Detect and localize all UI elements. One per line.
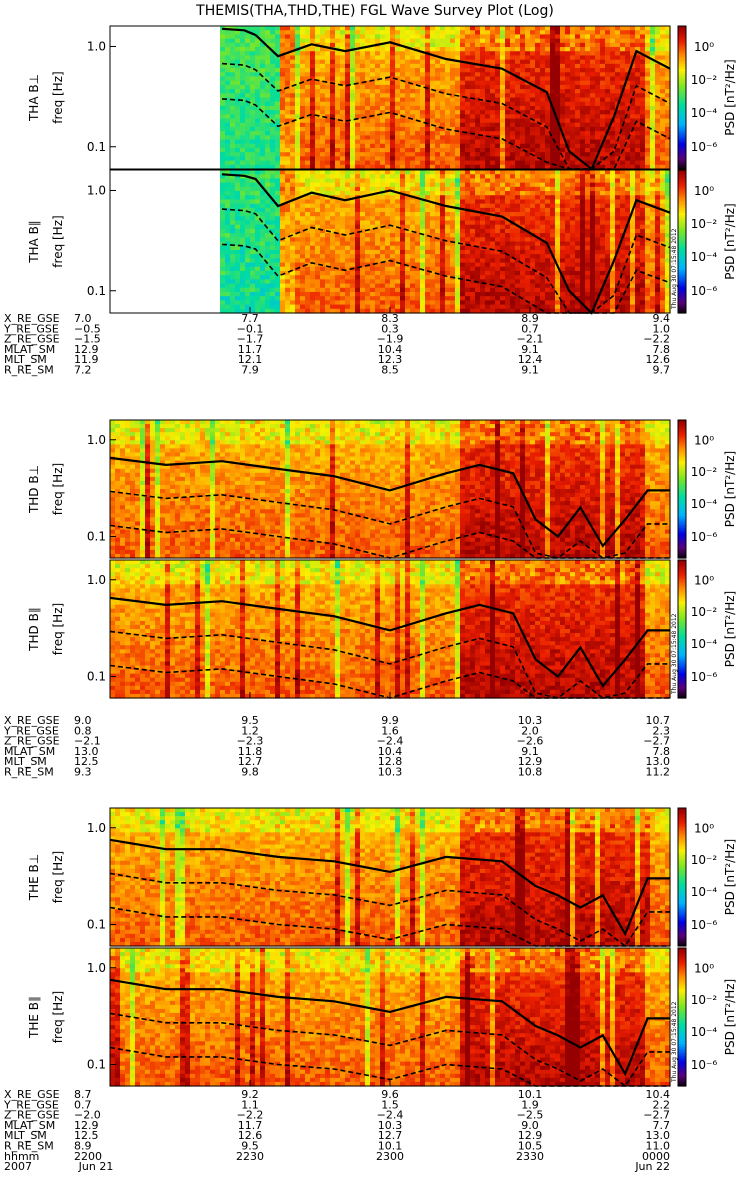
date-year: 2007 xyxy=(4,1160,32,1173)
colorbar-tick-label: 10⁻⁶ xyxy=(691,284,718,298)
colorbar-tick-label: 10⁰ xyxy=(694,573,714,587)
ephemeris-label: R_RE_SM xyxy=(4,364,54,377)
colorbar: 10⁰ 10⁻² 10⁻⁴ 10⁻⁶ PSD [nT²/Hz] xyxy=(678,26,737,170)
colorbar-tick-label: 10⁻⁴ xyxy=(691,885,718,899)
date-end: Jun 22 xyxy=(634,1160,670,1173)
colorbar: 10⁰ 10⁻² 10⁻⁴ 10⁻⁶ PSD [nT²/Hz] xyxy=(678,808,737,947)
ephemeris-value: 11.2 xyxy=(646,766,671,779)
spectrogram-panel-thd-perp: 1.0 0.1 THD B⊥ freq [Hz] 10⁰ 10⁻² 10⁻⁴ 10⁻⁶ PSD … xyxy=(27,420,737,559)
ephemeris-value: 10.3 xyxy=(378,766,403,779)
ephemeris-label: R_RE_SM xyxy=(4,766,54,779)
colorbar-tick-label: 10⁻² xyxy=(691,853,718,867)
panel-ylabel: THE B∥ xyxy=(27,996,41,1039)
ephemeris-value: 10.8 xyxy=(518,766,543,779)
colorbar-tick-label: 10⁻⁴ xyxy=(691,497,718,511)
freq-axis-label: freq [Hz] xyxy=(51,215,65,267)
panel-ylabel: THD B∥ xyxy=(27,607,41,652)
freq-axis-label: freq [Hz] xyxy=(51,851,65,903)
ephemeris-value: 8.5 xyxy=(381,364,399,377)
ephemeris-value: 7.9 xyxy=(241,364,259,377)
ephemeris-value: 2330 xyxy=(516,1150,544,1163)
colorbar-label: PSD [nT²/Hz] xyxy=(723,203,737,279)
y-tick-label: 0.1 xyxy=(87,530,106,544)
colorbar-tick-label: 10⁻² xyxy=(691,217,718,231)
y-tick-label: 0.1 xyxy=(87,1058,106,1072)
ephemeris-tha: X_RE_GSE 7.0 7.7 8.3 8.9 9.4Y_RE_GSE −0.5 −0.1 0… xyxy=(3,312,670,377)
ephemeris-value: 2230 xyxy=(236,1150,264,1163)
ephemeris-value: 9.8 xyxy=(241,766,259,779)
y-tick-label: 1.0 xyxy=(87,183,106,197)
colorbar-tick-label: 10⁻⁴ xyxy=(691,637,718,651)
ephemeris-thd: X_RE_GSE 9.0 9.5 9.9 10.3 10.7Y_RE_GSE 0.8 1.2 1… xyxy=(3,714,670,779)
colorbar-tick-label: 10⁻² xyxy=(691,993,718,1007)
ephemeris-value: 9.1 xyxy=(521,364,539,377)
freq-axis-label: freq [Hz] xyxy=(51,463,65,515)
colorbar-tick-label: 10⁻⁶ xyxy=(691,1058,718,1072)
generation-timestamp: Thu Aug 30 07:15:48 2012 xyxy=(671,228,678,310)
colorbar-tick-label: 10⁰ xyxy=(694,821,714,835)
y-tick-label: 1.0 xyxy=(87,39,106,53)
y-tick-label: 1.0 xyxy=(87,821,106,835)
spectrogram-panel-the-par: 1.0 0.1 THE B∥ freq [Hz] 10⁰ 10⁻² 10⁻⁴ 10⁻⁶ PSD … xyxy=(27,948,737,1087)
y-tick-label: 1.0 xyxy=(87,573,106,587)
colorbar-label: PSD [nT²/Hz] xyxy=(723,451,737,527)
date-start: Jun 21 xyxy=(78,1160,114,1173)
ephemeris-the: X_RE_GSE 8.7 9.2 9.6 10.1 10.4Y_RE_GSE 0.7 1.1 1… xyxy=(3,1088,670,1163)
colorbar-tick-label: 10⁰ xyxy=(694,433,714,447)
colorbar-tick-label: 10⁻² xyxy=(691,605,718,619)
freq-axis-label: freq [Hz] xyxy=(51,71,65,123)
spectrogram-panel-thd-par: 1.0 0.1 THD B∥ freq [Hz] 10⁰ 10⁻² 10⁻⁴ 10⁻⁶ PSD … xyxy=(27,560,737,699)
y-tick-label: 0.1 xyxy=(87,918,106,932)
colorbar: 10⁰ 10⁻² 10⁻⁴ 10⁻⁶ PSD [nT²/Hz] xyxy=(678,948,737,1087)
colorbar-tick-label: 10⁻⁴ xyxy=(691,106,718,120)
colorbar-tick-label: 10⁻² xyxy=(691,73,718,87)
wave-survey-figure: 1.0 0.1 THA B⊥ freq [Hz] 10⁰ 10⁻² 10⁻⁴ 10⁻⁶ PSD … xyxy=(0,0,750,1200)
colorbar-tick-label: 10⁻⁶ xyxy=(691,670,718,684)
spectrogram-panel-the-perp: 1.0 0.1 THE B⊥ freq [Hz] 10⁰ 10⁻² 10⁻⁴ 10⁻⁶ PSD … xyxy=(27,808,737,947)
date-row: 2007 Jun 21 Jun 22 xyxy=(4,1160,670,1173)
spectrogram-panel-tha-par: 1.0 0.1 THA B∥ freq [Hz] 10⁰ 10⁻² 10⁻⁴ 10⁻⁶ PSD … xyxy=(27,170,737,314)
colorbar-tick-label: 10⁰ xyxy=(694,40,714,54)
y-tick-label: 0.1 xyxy=(87,140,106,154)
panel-ylabel: THA B⊥ xyxy=(27,74,41,122)
heatmap-cells xyxy=(220,26,671,170)
colorbar-tick-label: 10⁰ xyxy=(694,961,714,975)
panel-ylabel: THE B⊥ xyxy=(27,854,41,901)
y-tick-label: 1.0 xyxy=(87,961,106,975)
y-tick-label: 0.1 xyxy=(87,284,106,298)
colorbar: 10⁰ 10⁻² 10⁻⁴ 10⁻⁶ PSD [nT²/Hz] xyxy=(678,560,737,699)
generation-timestamp: Thu Aug 30 07:15:48 2012 xyxy=(671,1001,678,1083)
freq-axis-label: freq [Hz] xyxy=(51,603,65,655)
generation-timestamp: Thu Aug 30 07:15:48 2012 xyxy=(671,613,678,695)
colorbar-tick-label: 10⁻² xyxy=(691,465,718,479)
ephemeris-value: 2300 xyxy=(376,1150,404,1163)
heatmap-cells xyxy=(110,948,671,1087)
colorbar-tick-label: 10⁻⁶ xyxy=(691,140,718,154)
colorbar: 10⁰ 10⁻² 10⁻⁴ 10⁻⁶ PSD [nT²/Hz] xyxy=(678,420,737,559)
ephemeris-value: 9.7 xyxy=(653,364,671,377)
colorbar-tick-label: 10⁻⁶ xyxy=(691,530,718,544)
colorbar-label: PSD [nT²/Hz] xyxy=(723,59,737,135)
heatmap-cells xyxy=(110,808,671,947)
panel-ylabel: THD B⊥ xyxy=(27,465,41,514)
ephemeris-value: 7.2 xyxy=(74,364,92,377)
colorbar-label: PSD [nT²/Hz] xyxy=(723,979,737,1055)
colorbar-tick-label: 10⁻⁴ xyxy=(691,1025,718,1039)
spectrogram-panel-tha-perp: 1.0 0.1 THA B⊥ freq [Hz] 10⁰ 10⁻² 10⁻⁴ 10⁻⁶ PSD … xyxy=(27,26,737,170)
ephemeris-value: 9.3 xyxy=(74,766,92,779)
freq-axis-label: freq [Hz] xyxy=(51,991,65,1043)
colorbar: 10⁰ 10⁻² 10⁻⁴ 10⁻⁶ PSD [nT²/Hz] xyxy=(678,170,737,314)
heatmap-cells xyxy=(220,170,671,314)
colorbar-tick-label: 10⁻⁴ xyxy=(691,250,718,264)
colorbar-tick-label: 10⁰ xyxy=(694,184,714,198)
y-tick-label: 0.1 xyxy=(87,670,106,684)
colorbar-label: PSD [nT²/Hz] xyxy=(723,839,737,915)
y-tick-label: 1.0 xyxy=(87,433,106,447)
colorbar-label: PSD [nT²/Hz] xyxy=(723,591,737,667)
panel-ylabel: THA B∥ xyxy=(27,220,41,264)
colorbar-tick-label: 10⁻⁶ xyxy=(691,918,718,932)
